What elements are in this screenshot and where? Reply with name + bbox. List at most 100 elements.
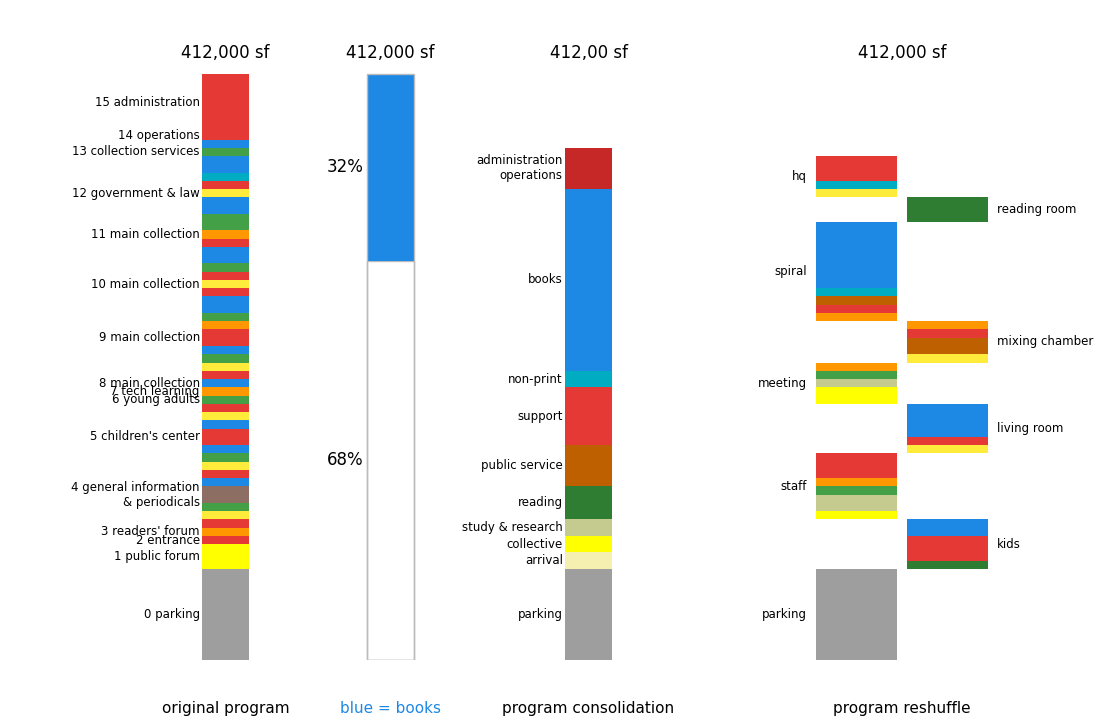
Bar [202,536,249,544]
Text: program reshuffle: program reshuffle [833,701,971,716]
Text: collective: collective [507,538,563,551]
Bar [202,173,249,181]
Bar [202,156,249,173]
Text: 8 main collection: 8 main collection [99,377,200,389]
Bar [202,462,249,470]
Bar [816,453,898,478]
Text: 7 tech learning: 7 tech learning [110,385,200,398]
Text: 6 young adults: 6 young adults [112,393,200,406]
Bar [202,511,249,519]
Bar [816,387,898,404]
Text: 12 government & law: 12 government & law [73,187,200,199]
Bar [906,197,988,222]
Text: reading room: reading room [997,203,1077,216]
Bar [202,131,249,140]
Bar [202,214,249,231]
Bar [202,321,249,329]
Text: 68%: 68% [327,452,363,469]
Text: 1 public forum: 1 public forum [114,550,200,563]
Bar [202,197,249,214]
Bar [816,370,898,379]
Bar [202,396,249,404]
Bar [202,280,249,289]
Text: parking: parking [762,608,807,621]
Bar [906,329,988,338]
Bar [202,544,249,569]
Bar [202,329,249,346]
Bar [202,140,249,148]
Bar [202,528,249,536]
Text: mixing chamber: mixing chamber [997,336,1093,348]
Bar [202,486,249,503]
Bar [906,321,988,329]
Bar [816,486,898,494]
Bar [202,519,249,528]
Bar [202,470,249,478]
Bar [202,346,249,355]
Text: meeting: meeting [758,377,807,389]
Text: public service: public service [481,459,563,472]
Bar [202,370,249,379]
Bar [906,445,988,453]
Text: 2 entrance: 2 entrance [135,534,200,547]
Bar [202,247,249,263]
Bar [202,313,249,321]
Text: 0 parking: 0 parking [144,608,200,621]
Text: arrival: arrival [525,554,563,567]
Text: spiral: spiral [774,265,807,278]
Bar [816,362,898,370]
Bar [816,297,898,304]
Bar [202,289,249,297]
Bar [202,181,249,189]
Text: 11 main collection: 11 main collection [91,228,200,241]
Text: hq: hq [792,170,807,183]
Text: original program: original program [162,701,289,716]
Title: 412,000 sf: 412,000 sf [858,44,946,62]
Text: 13 collection services: 13 collection services [73,146,200,159]
Text: 4 general information
& periodicals: 4 general information & periodicals [72,481,200,509]
Bar [202,239,249,247]
Bar [367,261,414,660]
Bar [202,231,249,239]
Title: 412,000 sf: 412,000 sf [182,44,270,62]
Text: 9 main collection: 9 main collection [99,331,200,344]
Bar [906,519,988,536]
Bar [202,478,249,486]
Bar [816,222,898,289]
Bar [816,289,898,297]
Bar [565,370,612,387]
Text: administration
operations: administration operations [476,154,563,183]
Bar [816,494,898,511]
Bar [202,73,249,131]
Bar [906,404,988,436]
Bar [816,478,898,486]
Text: reading: reading [518,497,563,510]
Bar [202,362,249,370]
Text: 3 readers' forum: 3 readers' forum [101,526,200,538]
Bar [816,304,898,313]
Text: parking: parking [518,608,563,621]
Bar [565,445,612,486]
Bar [565,387,612,445]
Text: study & research: study & research [462,521,563,534]
Text: 10 main collection: 10 main collection [91,278,200,291]
Bar [202,387,249,396]
Bar [202,148,249,156]
Bar [565,519,612,536]
Bar [202,355,249,362]
Bar [565,148,612,189]
Bar [202,263,249,272]
Text: living room: living room [997,422,1064,435]
Bar [816,511,898,519]
Text: non-print: non-print [508,373,563,386]
Bar [202,503,249,511]
Bar [202,569,249,660]
Bar [202,420,249,428]
Bar [565,569,612,660]
Text: support: support [517,410,563,423]
Text: 5 children's center: 5 children's center [90,431,200,443]
Bar [565,536,612,552]
Bar [816,379,898,387]
Text: books: books [528,273,563,286]
Title: 412,00 sf: 412,00 sf [550,44,627,62]
